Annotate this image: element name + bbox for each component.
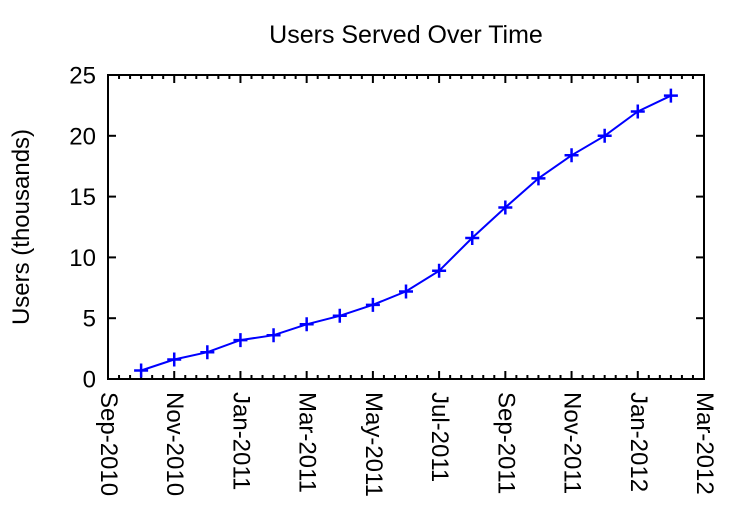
chart-title: Users Served Over Time	[269, 21, 543, 49]
x-tick-label: Jan-2012	[625, 392, 652, 492]
data-line	[140, 94, 672, 372]
plot-border	[107, 74, 705, 380]
data-point-marker	[332, 308, 347, 323]
data-point-marker	[597, 128, 612, 143]
x-tick-label: Sep-2010	[95, 392, 122, 496]
data-point-marker	[564, 148, 579, 163]
data-point-marker	[498, 200, 513, 215]
data-point-marker	[299, 317, 314, 332]
data-point-marker	[531, 171, 546, 186]
data-point-marker	[365, 297, 380, 312]
y-tick-label: 5	[83, 306, 96, 333]
data-point-marker	[200, 345, 215, 360]
x-tick-label: May-2011	[360, 392, 387, 497]
data-point-marker	[465, 230, 480, 245]
y-tick-label: 15	[69, 184, 96, 211]
y-tick-labels: 0 5 10 15 20 25	[69, 63, 96, 394]
y-tick-label: 20	[69, 123, 96, 150]
data-point-marker	[266, 328, 281, 343]
data-point-marker	[134, 363, 149, 378]
data-point-marker	[663, 88, 678, 103]
x-tick-label: Nov-2011	[559, 392, 586, 494]
y-tick-label: 10	[69, 245, 96, 272]
x-tick-labels: Sep-2010 Nov-2010 Jan-2011 Mar-2011 May-2011…	[95, 392, 718, 497]
y-tick-label: 0	[83, 367, 96, 394]
data-markers	[134, 88, 678, 378]
x-tick-label: Sep-2011	[492, 392, 519, 494]
data-point-marker	[167, 352, 182, 367]
y-axis-label: Users (thousands)	[8, 128, 35, 326]
x-tick-label: Jan-2011	[227, 392, 254, 490]
data-point-marker	[399, 284, 413, 299]
x-tick-label: Mar-2011	[294, 392, 321, 493]
data-point-marker	[432, 263, 447, 278]
y-tick-label: 25	[69, 63, 96, 90]
x-tick-label: Mar-2012	[691, 392, 718, 495]
data-point-marker	[630, 104, 645, 119]
x-axis-ticks	[107, 75, 705, 379]
x-tick-label: Nov-2010	[161, 392, 188, 496]
y-axis-ticks	[108, 74, 704, 380]
x-tick-label: Jul-2011	[426, 392, 453, 482]
data-point-marker	[233, 333, 248, 348]
